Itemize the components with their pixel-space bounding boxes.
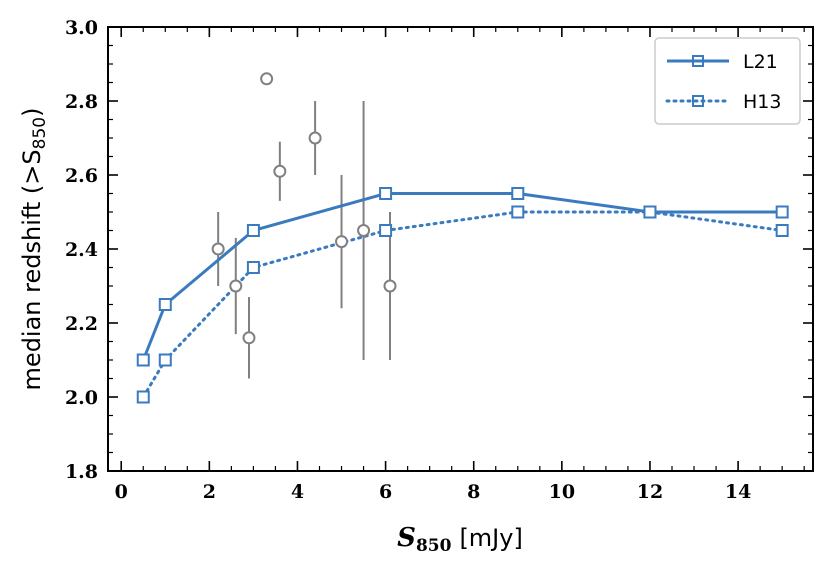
- marker-h13: [246, 261, 260, 274]
- marker-layer: [136, 72, 789, 404]
- scatter-point: [273, 164, 287, 178]
- scatter-point: [308, 131, 322, 145]
- y-tick-label: 2.6: [65, 165, 98, 187]
- x-tick-label: 8: [467, 481, 480, 503]
- scatter-point: [357, 224, 371, 237]
- marker-h13: [158, 353, 172, 367]
- x-tick-label: 4: [291, 481, 304, 503]
- y-tick-label: 2.0: [65, 387, 98, 409]
- scatter-point: [260, 72, 274, 86]
- x-axis-symbol: S: [397, 523, 416, 553]
- marker-l21: [379, 187, 393, 200]
- legend-h13-marker: [692, 95, 704, 107]
- marker-h13: [136, 390, 150, 404]
- marker-h13: [775, 224, 789, 237]
- legend-l21-marker: [692, 55, 704, 67]
- marker-l21: [136, 353, 150, 367]
- marker-l21: [775, 205, 789, 219]
- x-tick-label: 10: [549, 481, 575, 503]
- x-tick-label: 2: [203, 481, 216, 503]
- legend-h13-label: H13: [743, 91, 781, 113]
- y-tick-label: 3.0: [65, 17, 98, 39]
- x-tick-label: 6: [379, 481, 392, 503]
- marker-l21: [158, 298, 172, 311]
- y-axis-label: median redshift (>S850): [18, 108, 50, 391]
- y-tick-label: 2.2: [65, 313, 98, 335]
- scatter-point: [335, 235, 349, 249]
- marker-l21: [246, 224, 260, 237]
- x-axis-subscript: 850: [416, 536, 452, 556]
- legend: L21 H13: [654, 37, 801, 125]
- x-tick-label: 14: [725, 481, 751, 503]
- tick-label-layer: 0 2 4 6 8 10 12 14 1.8 2.0 2.2 2.4 2.6 2.8 3.0: [65, 17, 751, 503]
- x-axis-label: S850 [mJy]: [397, 523, 523, 556]
- marker-h13: [511, 205, 525, 219]
- scatter-point: [211, 242, 225, 256]
- marker-h13: [379, 224, 393, 237]
- marker-l21: [511, 187, 525, 200]
- y-tick-label: 2.8: [65, 91, 98, 113]
- x-tick-label: 12: [637, 481, 663, 503]
- plot-frame: [107, 26, 814, 472]
- legend-l21-label: L21: [743, 51, 778, 73]
- marker-h13: [643, 205, 657, 219]
- x-tick-label: 0: [115, 481, 128, 503]
- y-axis-label-suffix: ): [18, 108, 46, 117]
- x-axis-unit: [mJy]: [459, 524, 522, 552]
- scatter-point: [229, 279, 243, 293]
- scatter-point: [383, 279, 397, 293]
- scatter-point: [242, 331, 256, 345]
- y-tick-label: 1.8: [65, 461, 98, 483]
- y-axis-label-prefix: median redshift (>S: [18, 149, 46, 390]
- y-tick-label: 2.4: [65, 239, 98, 261]
- y-axis-label-subscript: 850: [30, 117, 50, 149]
